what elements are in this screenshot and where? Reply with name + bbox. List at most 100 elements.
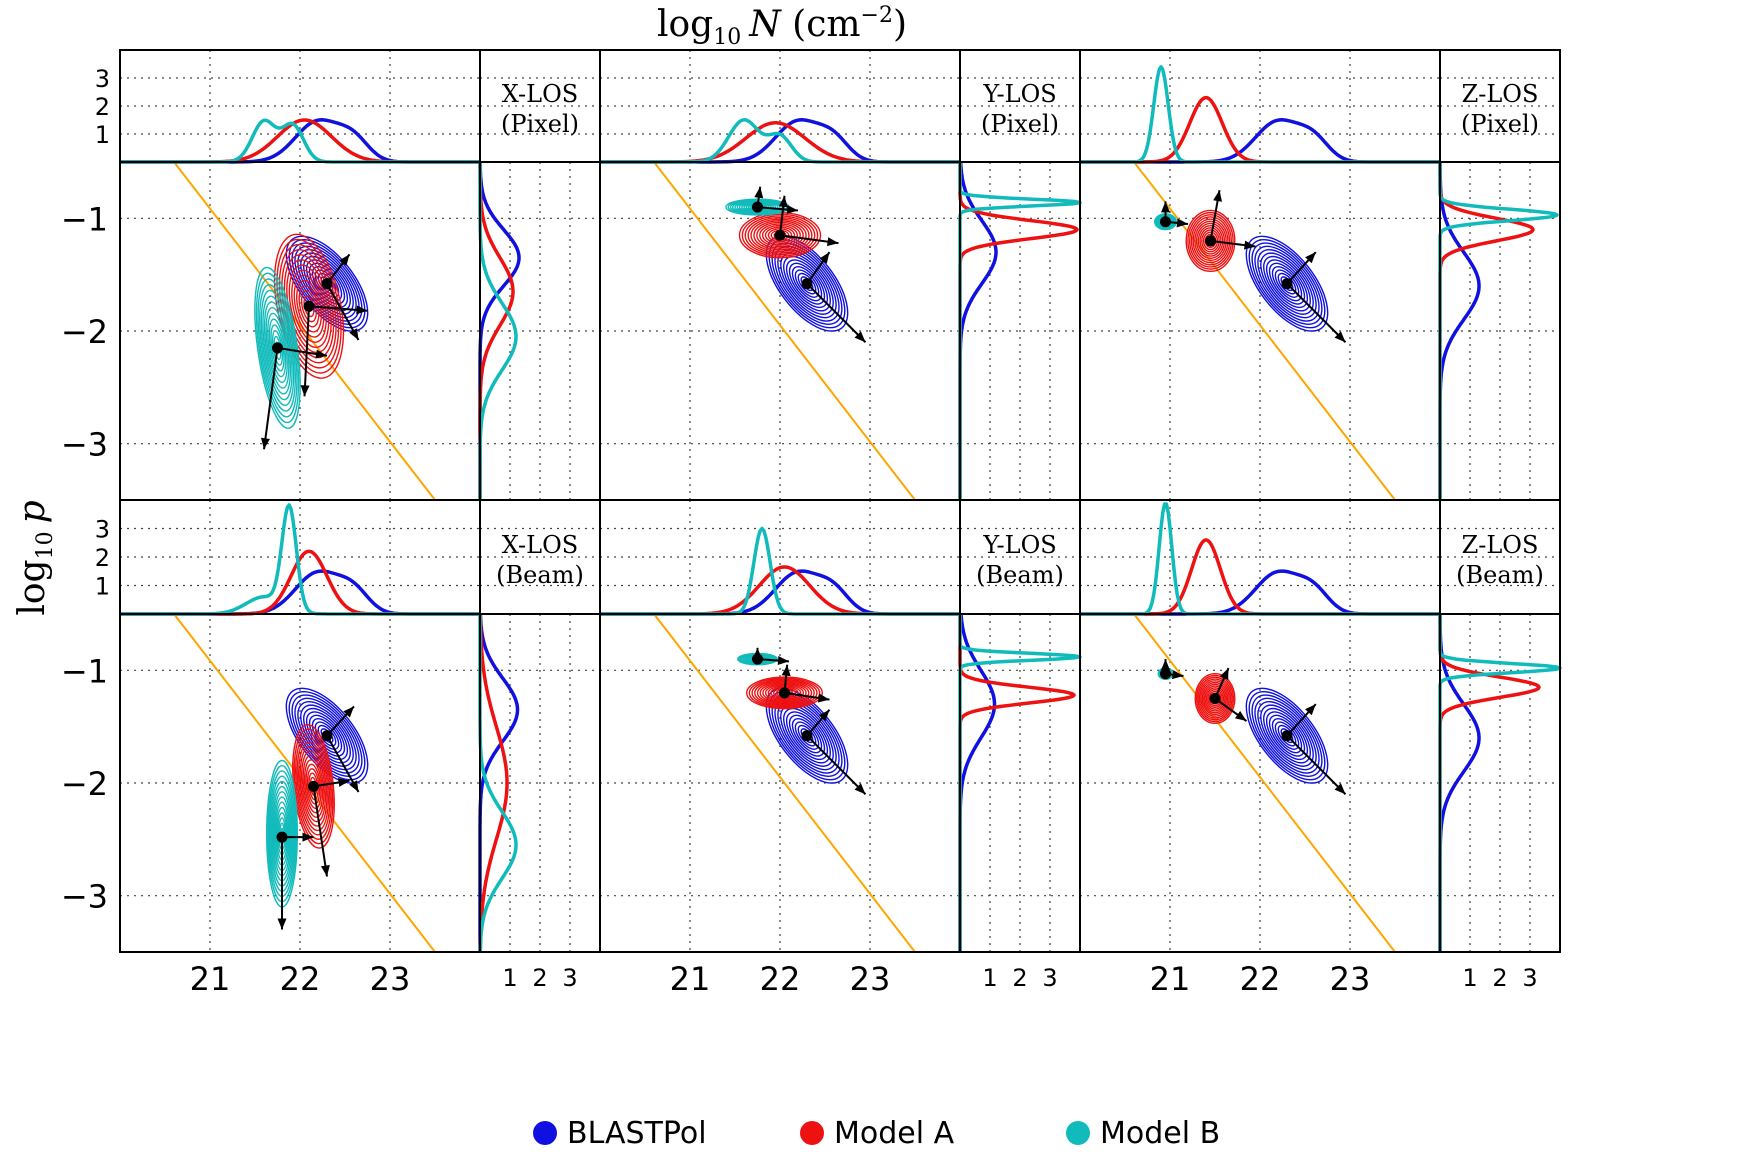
y-axis-label-text: log10p xyxy=(12,500,58,615)
contour-level xyxy=(761,224,799,246)
arrow-head xyxy=(786,205,798,215)
y-tick-label: −3 xyxy=(61,878,108,916)
arrow-head xyxy=(819,252,830,264)
y-tick-label: −1 xyxy=(61,200,108,238)
density-curve-model-b xyxy=(1080,502,1440,616)
legend-marker xyxy=(800,1121,824,1145)
contour-level xyxy=(270,324,285,372)
arrow-head xyxy=(854,783,866,795)
arrow-shaft xyxy=(312,786,328,877)
contour-level xyxy=(300,704,354,767)
contour-level xyxy=(1268,714,1306,757)
contour-level xyxy=(750,218,810,253)
contour-level xyxy=(746,676,824,710)
arrow-head xyxy=(302,832,314,842)
frame-right xyxy=(1439,613,1561,953)
contour-level xyxy=(1268,262,1306,305)
contour-level xyxy=(753,220,807,251)
contour-level xyxy=(291,694,363,778)
eigen-arrows xyxy=(260,253,368,450)
reference-line xyxy=(653,614,916,952)
contour-level xyxy=(754,679,815,706)
arrow-head xyxy=(300,385,310,397)
contour-level xyxy=(1208,690,1222,707)
contour-level xyxy=(291,269,327,343)
contour-level xyxy=(291,242,363,326)
reference-line xyxy=(1133,614,1396,952)
contour-level xyxy=(797,272,817,295)
density-tick-label: 1 xyxy=(502,964,517,992)
contour-level xyxy=(268,318,287,378)
arrow-head xyxy=(817,693,830,703)
contour-level xyxy=(1207,688,1223,709)
contour-level xyxy=(263,301,292,395)
contour-level xyxy=(788,262,826,305)
contour-level xyxy=(756,221,804,249)
y-tick-label: −2 xyxy=(61,765,108,803)
eigen-arrows xyxy=(1160,659,1347,795)
contour-level xyxy=(1254,697,1320,774)
contour-level xyxy=(1194,673,1236,724)
density-curve-blastpol xyxy=(478,161,521,501)
contour-level xyxy=(1201,681,1229,716)
contour-level xyxy=(1265,259,1309,309)
contour-level xyxy=(265,307,290,389)
density-tick-label: 2 xyxy=(1492,964,1507,992)
contours-model-a xyxy=(1194,673,1236,724)
density-tick-label: 1 xyxy=(1462,964,1477,992)
density-tick-label: 3 xyxy=(95,516,110,544)
contour-level xyxy=(794,721,820,750)
contour-level xyxy=(1245,687,1329,784)
density-tick-label: 1 xyxy=(95,573,110,601)
contour-level xyxy=(1187,211,1234,270)
contour-level xyxy=(1265,711,1309,761)
density-tick-label: 2 xyxy=(95,93,110,121)
contour-level xyxy=(1248,238,1326,329)
contour-level xyxy=(1251,242,1323,326)
contour-level xyxy=(296,279,322,333)
contour-level xyxy=(1195,674,1235,723)
contours-blastpol xyxy=(1245,235,1329,332)
arrow-head xyxy=(1161,201,1170,213)
contour-level xyxy=(285,687,369,784)
contour-level xyxy=(791,266,823,302)
density-tick-label: 3 xyxy=(562,964,577,992)
los-label: Y-LOS xyxy=(982,80,1056,108)
contour-level xyxy=(794,269,820,298)
contour-level xyxy=(1271,266,1303,302)
legend-marker xyxy=(533,1121,557,1145)
arrow-head xyxy=(320,864,330,877)
contour-level xyxy=(1195,222,1226,259)
panel-x-pixel: X-LOS(Pixel) −1 −2 −3 123 xyxy=(61,49,601,501)
density-tick-label: 2 xyxy=(95,544,110,572)
legend-marker xyxy=(1066,1121,1090,1145)
contours-model-b xyxy=(254,266,301,429)
contour-level xyxy=(288,690,366,781)
contours-model-a xyxy=(1185,209,1236,272)
contour-level xyxy=(1251,694,1323,778)
contour-level xyxy=(294,697,360,774)
density-curve-model-a xyxy=(1080,538,1440,616)
arrow-head xyxy=(826,237,839,247)
contour-level xyxy=(1188,214,1233,268)
contour-level xyxy=(785,259,829,309)
eigen-arrows xyxy=(276,705,360,930)
contour-level xyxy=(257,278,298,418)
x-tick-label: 22 xyxy=(280,960,321,998)
los-label: X-LOS xyxy=(502,80,578,108)
arrow-shaft xyxy=(263,347,279,450)
arrow-head xyxy=(818,709,830,722)
legend-item-model-b: Model B xyxy=(1066,1116,1220,1151)
contour-level xyxy=(780,252,834,315)
density-tick-label: 2 xyxy=(1012,964,1027,992)
reference-line xyxy=(1133,162,1396,500)
contour-level xyxy=(783,255,831,312)
contour-level xyxy=(1260,252,1314,315)
contour-level xyxy=(300,290,318,323)
figure-title: log10 N (cm−2) xyxy=(657,3,907,50)
contour-level xyxy=(1257,701,1317,771)
contour-level xyxy=(308,714,346,757)
contour-level xyxy=(262,295,293,401)
